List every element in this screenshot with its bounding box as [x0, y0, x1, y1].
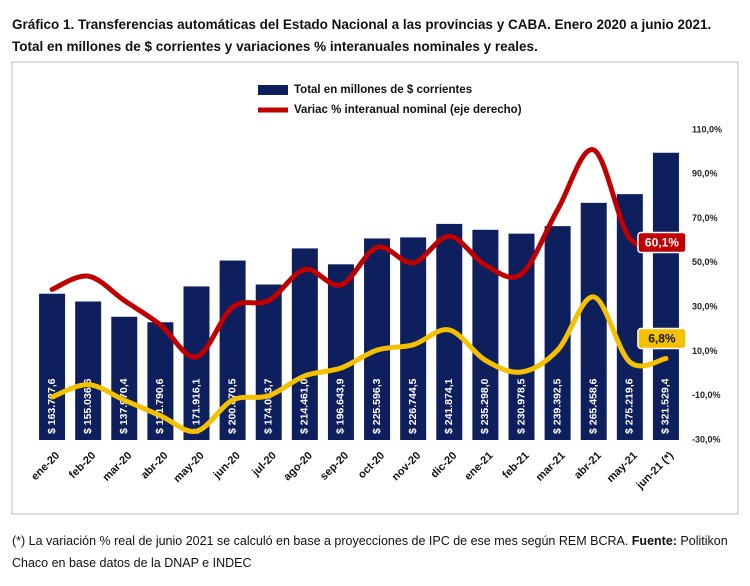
bar [508, 233, 535, 440]
bar [183, 286, 210, 440]
y2-tick-label: 10,0% [692, 346, 718, 356]
x-tick-label: mar-20 [100, 450, 134, 484]
x-tick-label: feb-21 [500, 450, 531, 481]
x-tick-label: ago-20 [281, 450, 315, 484]
bar-value-label: $ 235.298,0 [479, 378, 491, 434]
bar-value-label: $ 265.458,6 [588, 378, 600, 434]
x-tick-label: oct-20 [356, 450, 387, 481]
source-label: Fuente: [631, 534, 677, 548]
bar [255, 284, 282, 440]
bar-value-label: $ 137.970,4 [118, 378, 130, 434]
bar-value-label: $ 214.461,0 [299, 378, 311, 434]
bar-value-label: $ 131.790,6 [154, 378, 166, 434]
line-value-label: 60,1% [645, 236, 679, 250]
x-tick-label: jul-20 [249, 450, 279, 480]
bar-value-label: $ 230.978,5 [515, 378, 527, 434]
bar-value-label: $ 155.036,6 [82, 378, 94, 434]
value-label-box [637, 327, 687, 350]
bar [580, 202, 607, 440]
x-tick-label: ene-21 [462, 450, 495, 483]
x-tick-label: dic-20 [428, 450, 459, 481]
legend-label: Total en millones de $ corrientes [294, 84, 472, 96]
x-tick-label: feb-20 [67, 450, 98, 481]
line-value-label: 6,8% [648, 332, 676, 346]
x-tick-label: jun-21 (*) [634, 449, 677, 492]
bar [364, 238, 391, 440]
bar [39, 293, 66, 440]
bar-value-label: $ 196.643,9 [335, 378, 347, 434]
bar-value-label: $ 226.744,5 [407, 378, 419, 434]
bar-value-label: $ 225.596,3 [371, 378, 383, 434]
x-tick-label: mar-21 [534, 450, 568, 484]
x-tick-label: may-20 [171, 450, 206, 485]
bar-value-label: $ 174.033,7 [263, 378, 275, 434]
bar [327, 264, 354, 440]
chart-title: Gráfico 1. Transferencias automáticas de… [12, 17, 712, 54]
chart-frame [11, 61, 739, 515]
y2-tick-label: -30,0% [692, 434, 721, 444]
x-tick-label: nov-20 [390, 450, 424, 484]
y2-tick-label: 50,0% [692, 257, 718, 267]
x-tick-label: may-21 [605, 450, 640, 485]
bar [75, 301, 102, 440]
line [49, 147, 669, 360]
y2-tick-label: 110,0% [692, 124, 722, 134]
y2-tick-label: 70,0% [692, 213, 718, 223]
x-tick-label: sep-20 [318, 450, 351, 483]
legend-swatch [258, 85, 288, 95]
bar [291, 248, 318, 440]
y2-tick-label: -10,0% [692, 390, 721, 400]
bar [652, 152, 679, 441]
bar-value-label: $ 275.219,6 [624, 378, 636, 434]
y2-tick-label: 30,0% [692, 302, 718, 312]
bar [111, 316, 138, 440]
x-tick-label: ene-20 [29, 450, 62, 483]
bar-value-label: $ 171.916,1 [190, 378, 202, 434]
x-tick-label: abr-20 [139, 450, 171, 482]
value-label-box [637, 231, 687, 254]
bar-value-label: $ 200.870,5 [226, 378, 238, 434]
bar-value-label: $ 241.874,1 [443, 378, 455, 434]
legend-label: Variac % interanual nominal (eje derecho… [294, 104, 522, 116]
source: Politikon Chaco en base datos de la DNAP… [12, 534, 728, 570]
bar-value-label: $ 163.727,6 [46, 378, 58, 434]
line [49, 294, 669, 434]
bar-value-label: $ 239.392,5 [551, 378, 563, 434]
y2-tick-label: 90,0% [692, 169, 718, 179]
note: (*) La variación % real de junio 2021 se… [12, 534, 629, 548]
x-tick-label: abr-21 [572, 450, 604, 482]
x-tick-label: jun-20 [211, 450, 243, 482]
footnote: (*) La variación % real de junio 2021 se… [12, 530, 738, 574]
bar-value-label: $ 321.529,4 [660, 378, 672, 434]
